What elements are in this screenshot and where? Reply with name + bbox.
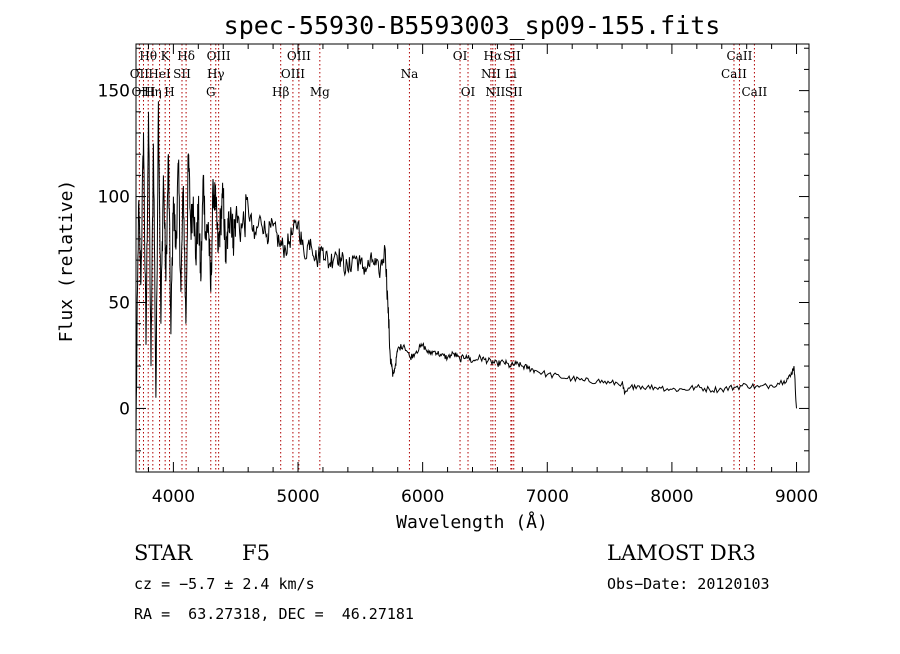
line-marker-label-25: CaII (721, 67, 747, 81)
survey-name: LAMOST DR3 (607, 541, 756, 565)
line-marker-label-21: NII (485, 85, 505, 99)
spectrum-line (135, 101, 797, 434)
line-marker-label-18: OI (461, 85, 476, 99)
line-marker-label-12: Hβ (272, 85, 289, 99)
y-tick-label-150: 150 (98, 82, 130, 102)
y-tick-label-0: 0 (119, 399, 130, 419)
line-marker-label-16: Na (401, 67, 419, 81)
line-marker-label-13: OIII (281, 67, 305, 81)
line-marker-label-6: H (164, 85, 174, 99)
line-marker-label-8: Hδ (177, 49, 195, 63)
y-axis-label: Flux (relative) (56, 180, 77, 343)
line-marker-label-3: Hη (144, 85, 162, 99)
line-marker-label-10: Hγ (207, 67, 225, 81)
line-marker-label-27: CaII (741, 85, 767, 99)
line-marker-label-15: Mg (310, 85, 330, 99)
line-marker-label-9: G (206, 85, 216, 99)
plot-area-group (135, 101, 797, 434)
x-axis-label: Wavelength (Å) (396, 511, 548, 533)
x-tick-label-4000: 4000 (152, 487, 195, 507)
line-marker-label-11: OIII (207, 49, 231, 63)
chart-title: spec-55930-B5593003_sp09-155.fits (224, 11, 721, 40)
x-tick-label-7000: 7000 (526, 487, 569, 507)
line-marker-label-7: SII (173, 67, 191, 81)
line-marker-label-23: SII (503, 49, 521, 63)
x-axis: 4000 5000 6000 7000 8000 9000 (147, 44, 818, 507)
object-class: STAR (134, 541, 193, 565)
x-tick-label-8000: 8000 (650, 487, 693, 507)
line-marker-label-14: OIII (287, 49, 311, 63)
line-marker-label-26: CaII (727, 49, 753, 63)
x-tick-label-6000: 6000 (401, 487, 444, 507)
object-subclass: F5 (242, 541, 270, 565)
coordinates: RA = 63.27318, DEC = 46.27181 (134, 605, 414, 623)
line-marker-label-2: OIII (131, 85, 155, 99)
line-marker-label-17: OI (453, 49, 468, 63)
observation-date: Obs−Date: 20120103 (607, 575, 770, 593)
line-marker-label-5: K (161, 49, 171, 63)
x-tick-label-5000: 5000 (276, 487, 319, 507)
plot-frame (135, 43, 810, 473)
line-marker-label-22: Li (505, 67, 517, 81)
y-axis: 0 50 100 150 (98, 47, 809, 452)
y-tick-label-50: 50 (108, 293, 130, 313)
line-marker-label-1: OII (130, 67, 150, 81)
line-marker-label-4: HeI (148, 67, 171, 81)
line-marker-label-20: Hα (484, 49, 503, 63)
y-tick-label-100: 100 (98, 188, 130, 208)
line-marker-label-24: SII (505, 85, 523, 99)
x-tick-label-9000: 9000 (775, 487, 818, 507)
line-marker-label-19: NII (481, 67, 501, 81)
line-markers-group: HθOIIOIIIHηHeIKHSIIHδGHγOIIIHβOIIIOIIIMg… (130, 44, 768, 472)
redshift-cz: cz = −5.7 ± 2.4 km/s (134, 575, 315, 593)
line-marker-label-0: Hθ (139, 49, 157, 63)
